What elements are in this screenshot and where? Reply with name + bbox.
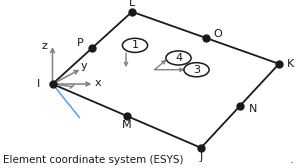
Text: K: K	[287, 59, 295, 69]
Text: O: O	[213, 29, 222, 39]
Text: 1: 1	[131, 40, 139, 50]
Text: I: I	[37, 79, 40, 89]
Text: N: N	[249, 104, 258, 114]
Text: L: L	[129, 0, 135, 8]
Text: P: P	[77, 38, 83, 48]
Text: .: .	[290, 155, 293, 165]
Text: 3: 3	[193, 65, 200, 75]
Text: 4: 4	[175, 53, 182, 63]
Text: z: z	[41, 41, 47, 51]
Text: M: M	[122, 120, 132, 130]
Text: J: J	[200, 152, 202, 162]
Text: x: x	[94, 78, 101, 88]
Text: Element coordinate system (ESYS): Element coordinate system (ESYS)	[3, 155, 184, 165]
Text: y: y	[81, 61, 87, 71]
